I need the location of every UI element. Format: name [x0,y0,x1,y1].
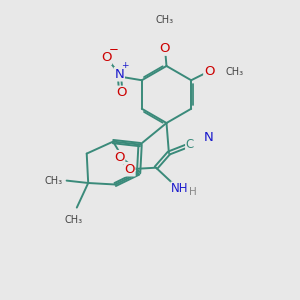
Text: H: H [189,187,197,197]
Text: C: C [186,138,194,151]
Text: O: O [114,151,125,164]
Text: O: O [124,163,135,176]
Text: N: N [204,130,214,144]
Text: N: N [114,68,124,81]
Text: O: O [160,42,170,55]
Text: −: − [108,43,118,56]
Text: CH₃: CH₃ [155,14,173,25]
Text: CH₃: CH₃ [45,176,63,186]
Text: +: + [122,61,129,70]
Text: NH: NH [171,182,189,195]
Text: CH₃: CH₃ [64,215,82,225]
Text: O: O [116,86,127,99]
Text: CH₃: CH₃ [226,67,244,77]
Text: O: O [204,65,214,78]
Text: O: O [101,51,111,64]
